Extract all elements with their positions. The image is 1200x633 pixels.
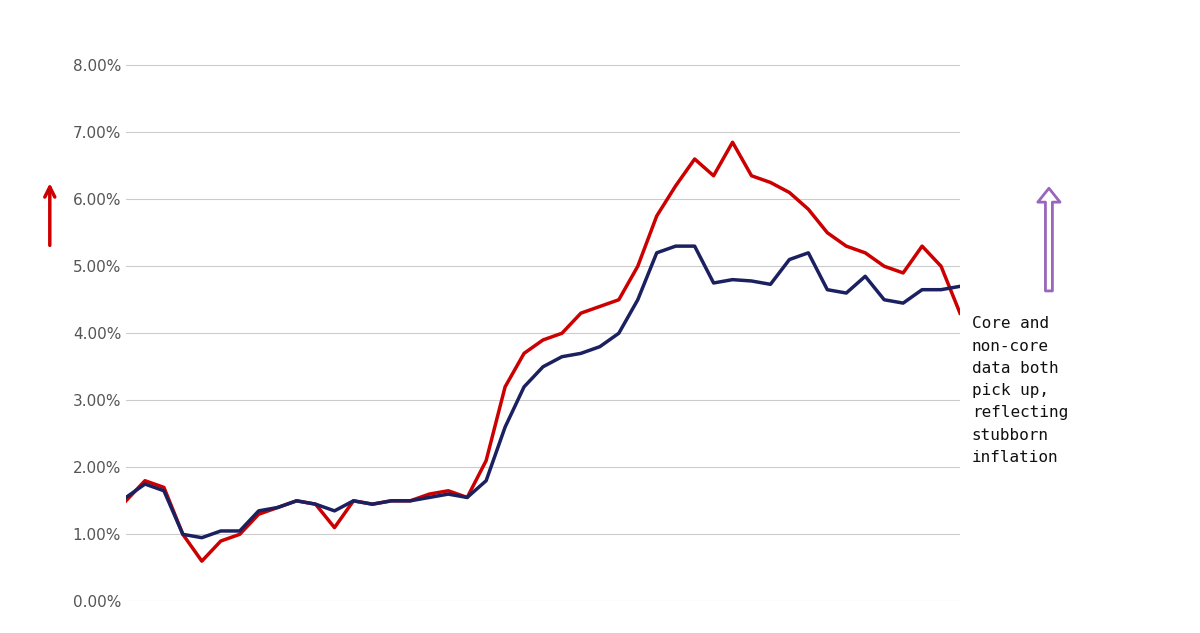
Text: 17,000 MARKETS: 17,000 MARKETS	[46, 280, 54, 353]
Text: Core and
non-core
data both
pick up,
reflecting
stubborn
inflation: Core and non-core data both pick up, ref…	[972, 316, 1068, 465]
Text: IG: IG	[24, 44, 76, 82]
Text: COUNTLESS OPPORTUNITIES: COUNTLESS OPPORTUNITIES	[47, 377, 53, 472]
Bar	[18, 190, 82, 253]
